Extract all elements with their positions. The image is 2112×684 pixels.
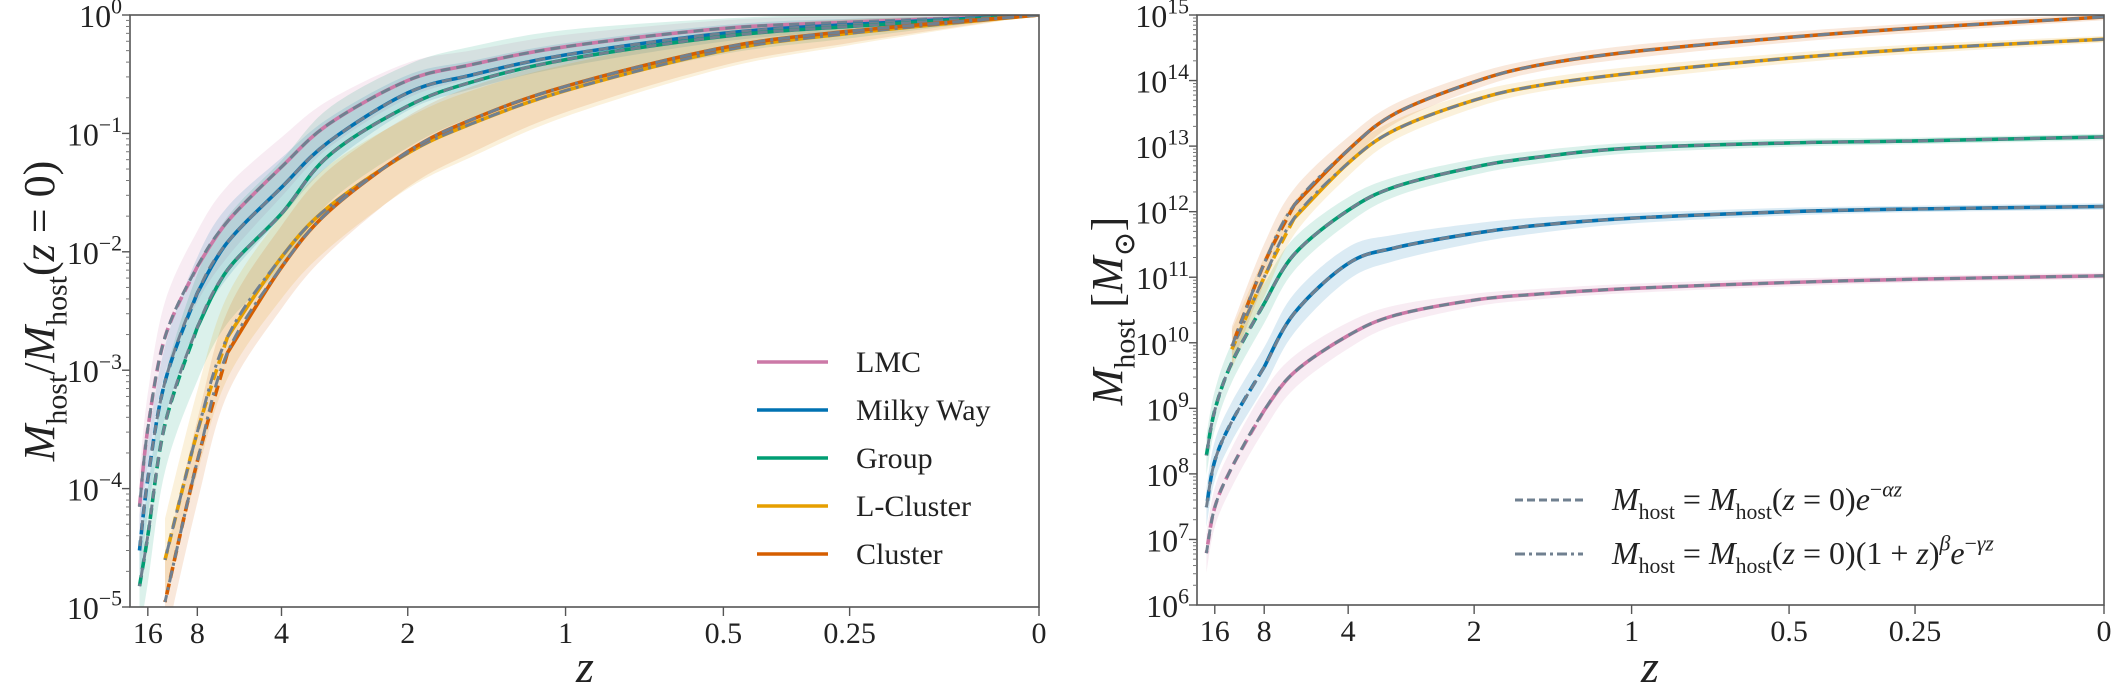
x-tick-label: 8: [1257, 615, 1272, 648]
plot-frame: [129, 14, 1040, 608]
y-tick-label: 1011: [1136, 257, 1189, 296]
y-tick-label: 10−2: [67, 231, 122, 270]
right-legend: Mhost = Mhost(z = 0)e−αz Mhost = Mhost(z …: [1515, 478, 1994, 578]
fit-line-cluster: [1230, 15, 2104, 347]
x-tick-label: 2: [1467, 615, 1482, 648]
fit-line-l-cluster: [163, 15, 1039, 561]
fit-line-l-cluster: [1230, 37, 2104, 350]
y-tick-label: 10−4: [67, 468, 122, 507]
band-group: [139, 15, 1039, 607]
legend-label: Mhost = Mhost(z = 0)(1 + z)βe−γz: [1611, 532, 1994, 578]
legend-label: Cluster: [856, 538, 943, 571]
legend-item-cluster: Cluster: [757, 538, 943, 571]
right-x-axis-label: z: [1640, 641, 1659, 684]
x-tick-label: 4: [274, 617, 289, 650]
right-axes: 16 8 4 2 1 0.5 0.25 0 106 107 108 109 1010 1011 1012 10…: [1135, 0, 2111, 648]
left-legend: LMC Milky Way Group L-Cluster Cluster: [757, 346, 991, 571]
y-tick-label: 106: [1146, 585, 1189, 624]
fit-line-group: [138, 15, 1039, 587]
legend-label: L-Cluster: [856, 490, 971, 523]
legend-item-dashed-fit: Mhost = Mhost(z = 0)e−αz: [1515, 478, 1903, 524]
y-tick-label: 1012: [1135, 191, 1189, 230]
fit-line-group: [1204, 135, 2104, 456]
y-tick-label: 10−1: [67, 113, 122, 152]
legend-item-group: Group: [757, 442, 933, 475]
x-tick-label: 16: [133, 617, 163, 650]
x-tick-label: 0: [1032, 617, 1047, 650]
left-x-axis-label: z: [575, 641, 594, 684]
left-y-axis-label: Mhost/Mhost(z = 0): [15, 161, 73, 463]
y-tick-label: 107: [1146, 519, 1189, 558]
legend-item-dashdot-fit: Mhost = Mhost(z = 0)(1 + z)βe−γz: [1515, 532, 1994, 578]
legend-item-lmc: LMC: [757, 346, 921, 379]
band-group: [1206, 133, 2104, 476]
legend-item-milky-way: Milky Way: [757, 394, 991, 427]
legend-label: Milky Way: [856, 394, 991, 427]
extrapolated-line-l-cluster: [163, 336, 230, 561]
left-axes: 16 8 4 2 1 0.5 0.25 0 10−5 10−4 10−3 10−2 10−1 100: [67, 0, 1047, 650]
x-tick-label: 1: [558, 617, 573, 650]
y-tick-label: 100: [79, 0, 122, 34]
fit-line-lmc: [138, 15, 1039, 508]
x-tick-label: 8: [190, 617, 205, 650]
y-tick-label: 1015: [1135, 0, 1189, 34]
y-tick-label: 1010: [1135, 322, 1189, 361]
band-lmc: [1206, 272, 2104, 573]
y-tick-label: 108: [1146, 453, 1189, 492]
y-tick-label: 10−3: [67, 350, 122, 389]
band-l-cluster: [165, 15, 1039, 602]
legend-item-l-cluster: L-Cluster: [757, 490, 971, 523]
y-tick-label: 109: [1146, 388, 1189, 427]
x-tick-label: 0.25: [1889, 615, 1942, 648]
y-tick-label: 1013: [1135, 126, 1189, 165]
plot-frame: [1196, 14, 2105, 606]
legend-label: Mhost = Mhost(z = 0)e−αz: [1611, 478, 1903, 524]
x-tick-label: 1: [1624, 615, 1639, 648]
x-tick-label: 0.25: [823, 617, 876, 650]
legend-label: LMC: [856, 346, 921, 379]
legend-label: Group: [856, 442, 933, 475]
x-tick-label: 0: [2097, 615, 2112, 648]
fit-line-milky-way: [138, 15, 1039, 551]
band-milky-way: [1206, 203, 2104, 527]
x-tick-label: 16: [1200, 615, 1230, 648]
fit-line-lmc: [1204, 274, 2104, 554]
y-tick-label: 10−5: [67, 587, 122, 626]
median-line-l-cluster: [1292, 37, 2104, 220]
x-tick-label: 0.5: [1770, 615, 1808, 648]
y-tick-label: 1014: [1135, 60, 1189, 99]
right-y-axis-label: Mhost [M⊙]: [1083, 217, 1141, 407]
x-tick-label: 0.5: [705, 617, 743, 650]
right-panel: 16 8 4 2 1 0.5 0.25 0 106 107 108 109 1010 1011 1012 10…: [1083, 0, 2112, 684]
left-plot-area: [137, 15, 1039, 607]
band-cluster: [165, 15, 1039, 607]
x-tick-label: 4: [1341, 615, 1356, 648]
median-line-lmc: [1262, 274, 2104, 412]
right-plot-area: [1204, 15, 2104, 573]
fit-line-milky-way: [1204, 205, 2104, 508]
x-tick-label: 2: [400, 617, 415, 650]
